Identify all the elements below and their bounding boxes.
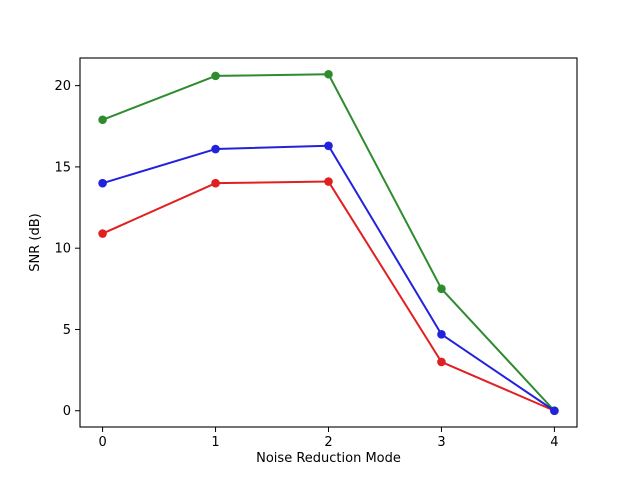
red-series-point [211,178,220,188]
x-tick-label: 3 [437,435,445,450]
y-tick-label: 5 [63,323,71,338]
green-series-point [437,284,446,294]
green-series-point [324,69,333,79]
y-axis-label: SNR (dB) [28,213,43,271]
x-tick-label: 0 [98,435,106,450]
red-series-point [437,357,446,367]
blue-series-point [211,144,220,154]
blue-series-point [550,406,559,416]
y-tick-label: 10 [54,242,71,257]
blue-series-point [324,141,333,151]
x-tick-label: 2 [324,435,332,450]
plot-area: 0 1 2 3 4 0 5 10 15 20 [54,57,578,450]
x-axis-label: Noise Reduction Mode [256,451,401,466]
y-tick-label: 20 [54,79,71,94]
y-tick-label: 15 [54,160,71,175]
x-tick-label: 4 [550,435,558,450]
green-series-line [102,73,556,412]
green-series-point [98,115,107,125]
red-series-point [324,177,333,186]
blue-series-point [437,330,446,339]
green-series-point [211,71,220,81]
blue-series-point [98,178,107,188]
x-tick-label: 1 [211,435,219,450]
y-tick-label: 0 [63,404,71,419]
axes-spines [79,57,578,428]
red-series-point [98,229,107,238]
red-series-line [102,180,555,412]
